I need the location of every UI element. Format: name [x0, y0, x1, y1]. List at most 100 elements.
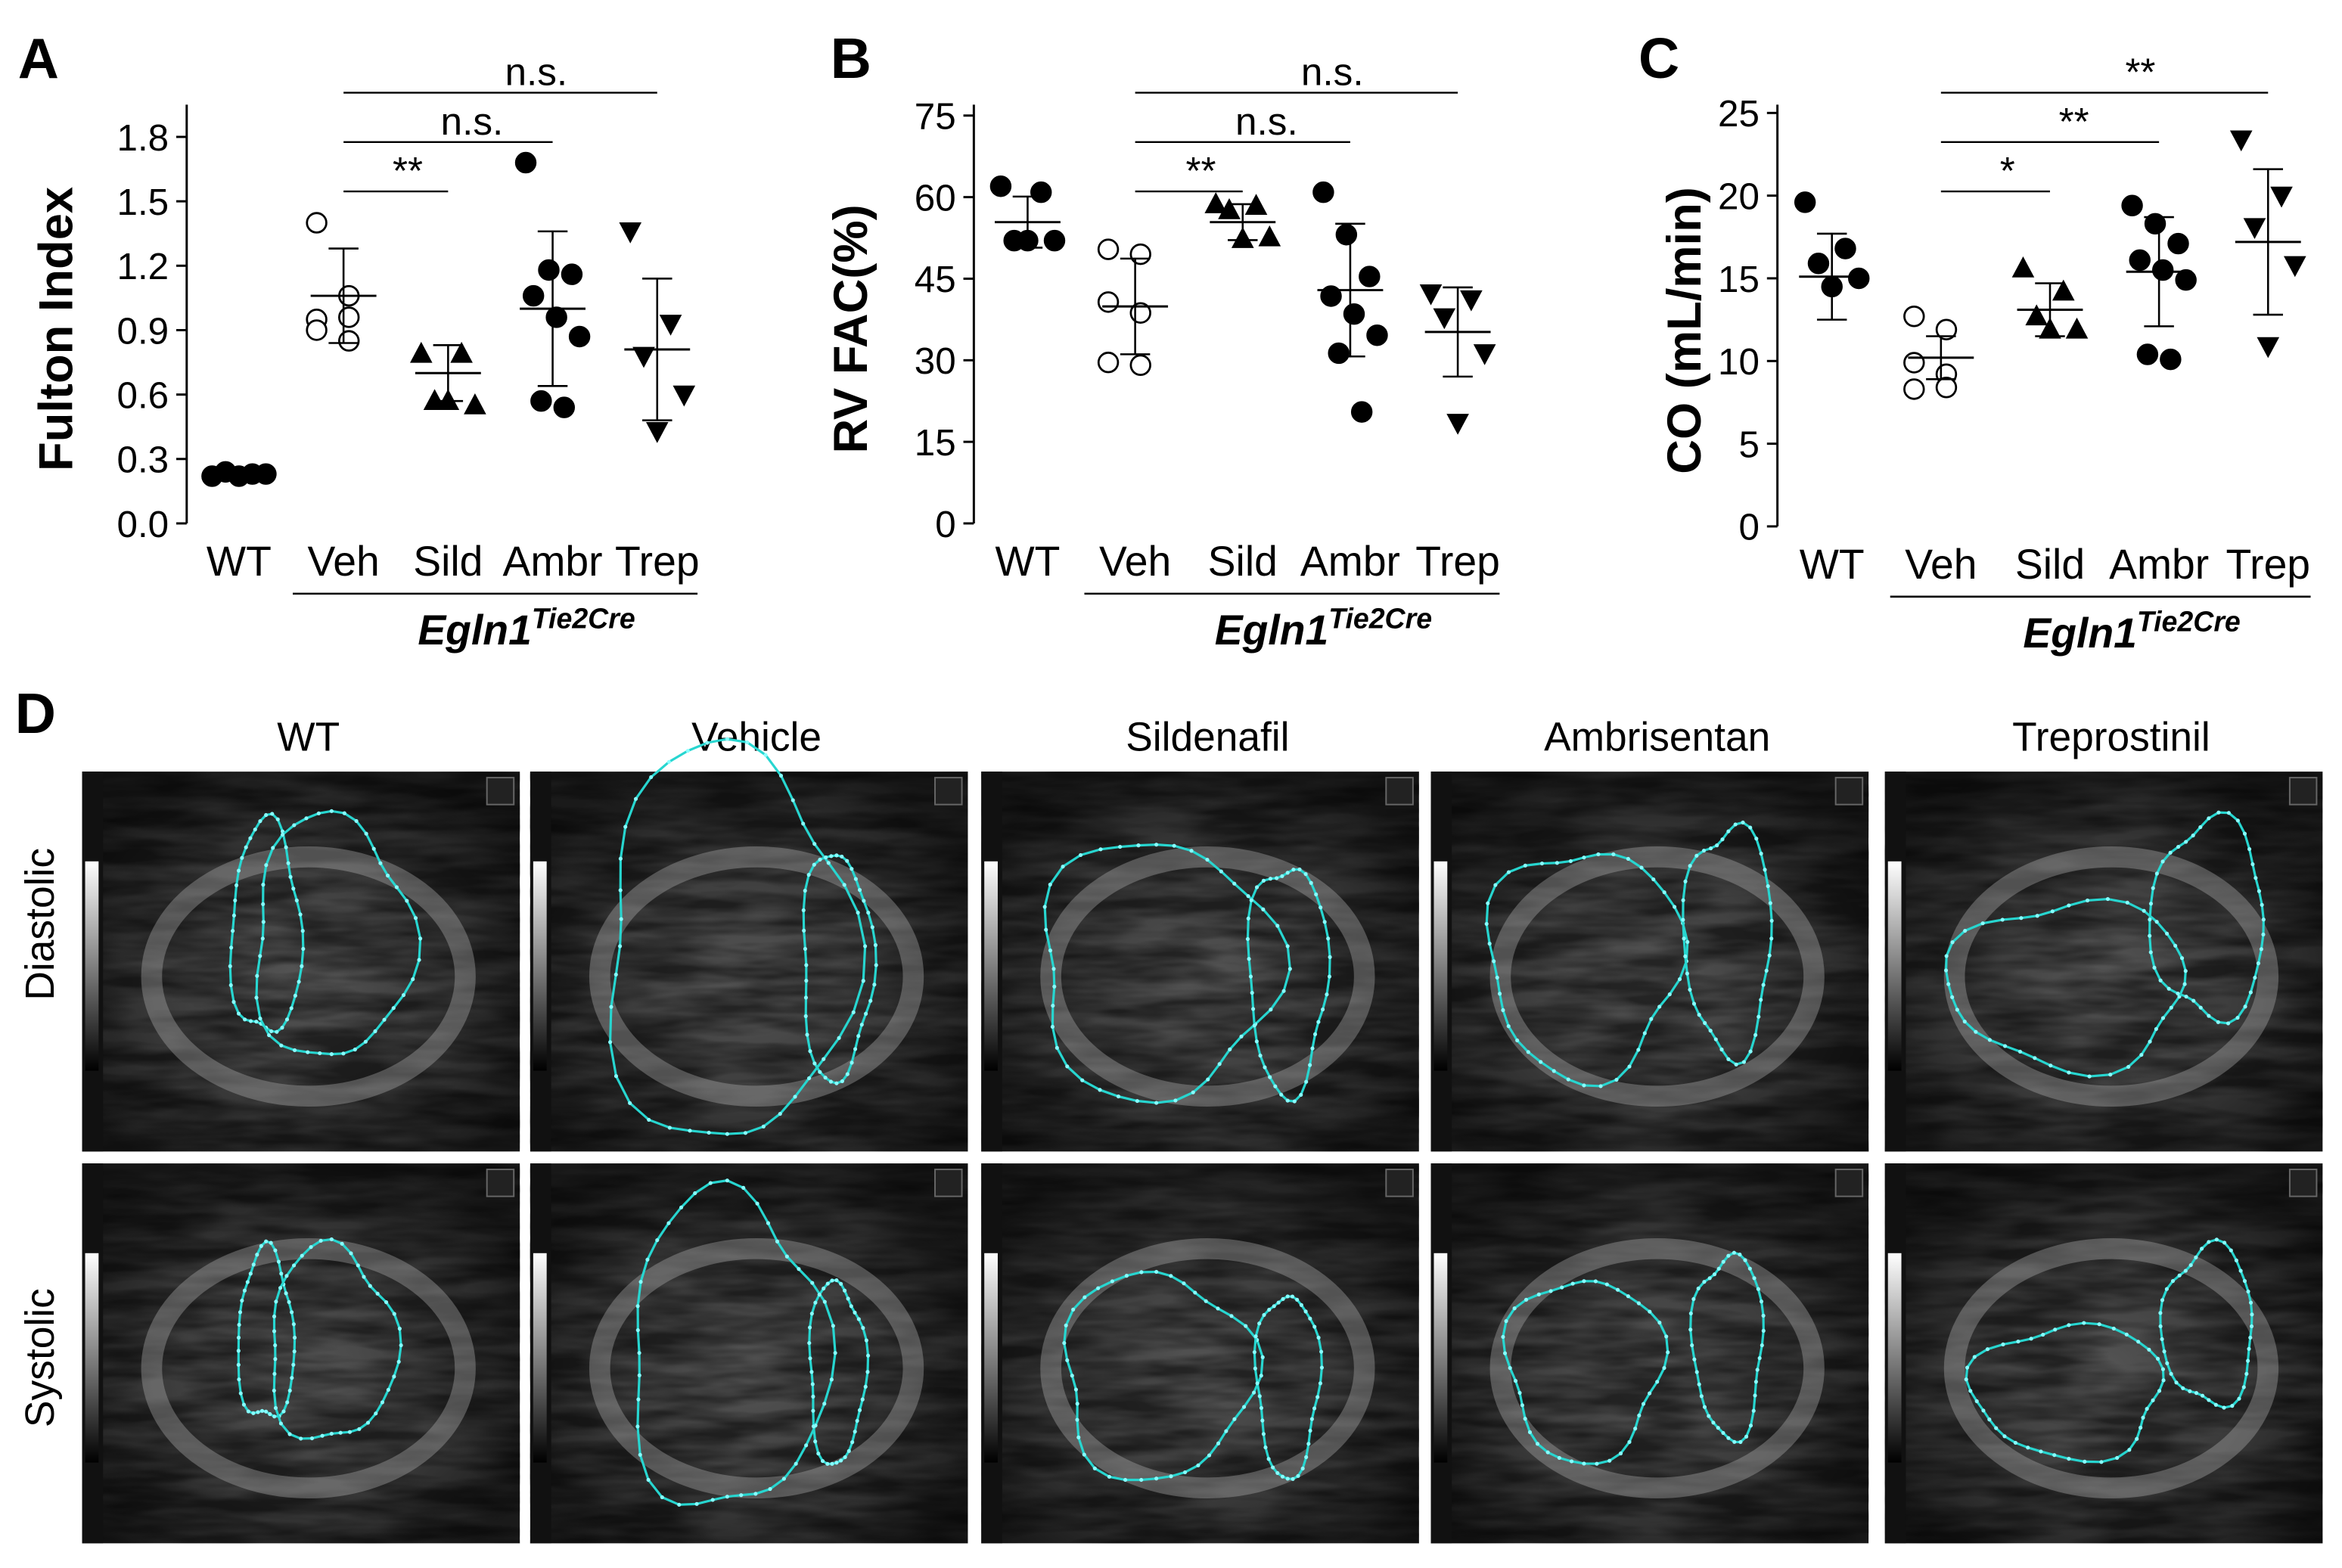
contour-dot — [1523, 1417, 1527, 1421]
contour-dot — [667, 1126, 672, 1130]
contour-dot — [397, 1327, 402, 1331]
x-tick-label: Sild — [2015, 541, 2085, 588]
contour-dot — [2247, 1346, 2251, 1351]
contour-dot — [861, 979, 865, 983]
contour-dot — [1266, 1457, 1271, 1461]
contour-dot — [1303, 872, 1308, 877]
contour-dot — [1064, 1323, 1068, 1327]
icon — [1385, 777, 1414, 806]
column-title: Ambrisentan — [1544, 715, 1770, 759]
contour-dot — [1655, 1380, 1660, 1384]
contour-dot — [251, 1262, 256, 1267]
contour-dot — [2151, 886, 2155, 890]
contour-dot — [801, 908, 806, 913]
data-point — [1903, 378, 1925, 400]
data-point — [2129, 249, 2151, 272]
contour-dot — [2001, 1342, 2005, 1346]
row-label: Diastolic — [18, 848, 63, 1001]
contour-dot — [2124, 1332, 2129, 1337]
y-tick-label: 15 — [915, 422, 956, 464]
contour-dot — [1276, 1300, 1281, 1305]
contour-dot — [797, 1267, 801, 1271]
data-point — [1433, 308, 1456, 330]
contour-dot — [2247, 847, 2252, 852]
contour-dot — [645, 1257, 650, 1262]
contour-dot — [1636, 1048, 1641, 1052]
data-point — [2121, 194, 2143, 216]
data-point — [2167, 232, 2189, 255]
contour-dot — [1061, 865, 1065, 869]
data-point — [1359, 265, 1381, 287]
contour-dot — [1987, 1038, 1992, 1042]
contour-dot — [2198, 1005, 2203, 1010]
contour-dot — [2136, 1340, 2141, 1344]
contour-dot — [1568, 859, 1573, 863]
contour-dot — [813, 1439, 818, 1444]
contour-dot — [1281, 1296, 1285, 1301]
contour-dot — [1280, 1474, 1285, 1479]
contour-dot — [1255, 1381, 1260, 1386]
contour-dot — [291, 1322, 296, 1327]
contour-dot — [1627, 1439, 1632, 1445]
data-point — [514, 151, 537, 174]
contour-dot — [755, 1201, 759, 1206]
contour-dot — [233, 898, 238, 902]
contour-dot — [2183, 1268, 2188, 1273]
contour-dot — [811, 1408, 815, 1413]
contour-dot — [264, 1239, 269, 1244]
contour-dot — [791, 798, 795, 803]
contour-dot — [1253, 1334, 1258, 1339]
contour-dot — [386, 873, 390, 878]
data-point — [659, 315, 682, 336]
contour-dot — [1741, 1060, 1746, 1064]
contour-dot — [297, 980, 301, 984]
data-point — [1935, 377, 1958, 399]
contour-dot — [316, 811, 321, 815]
contour-dot — [865, 1370, 870, 1374]
contour-dot — [1275, 1470, 1280, 1475]
contour-dot — [1493, 883, 1498, 887]
contour-dot — [1766, 884, 1770, 889]
contour-dot — [1486, 901, 1490, 905]
contour-dot — [2157, 1389, 2162, 1393]
panel-label: C — [1638, 26, 1679, 90]
contour-dot — [2083, 1459, 2087, 1464]
contour-dot — [1974, 1029, 1978, 1034]
contour-dot — [242, 1288, 247, 1293]
contour-dot — [2165, 931, 2170, 936]
contour-dot — [2207, 1014, 2211, 1018]
contour-dot — [822, 1402, 827, 1406]
contour-dot — [291, 886, 296, 891]
contour-dot — [231, 929, 235, 933]
contour-dot — [1657, 1004, 1662, 1009]
contour-dot — [354, 818, 359, 823]
contour-dot — [1688, 864, 1692, 868]
contour-dot — [2213, 1402, 2218, 1407]
data-point — [1258, 225, 1281, 247]
contour-dot — [1261, 878, 1266, 883]
contour-dot — [1526, 1050, 1530, 1054]
contour-dot — [803, 888, 807, 893]
panel-label: B — [831, 26, 871, 90]
contour-dot — [1968, 1389, 1973, 1393]
contour-dot — [1096, 1286, 1101, 1290]
contour-dot — [1308, 1063, 1312, 1067]
contour-dot — [1607, 1458, 1612, 1463]
contour-dot — [1247, 957, 1251, 961]
contour-dot — [1310, 1046, 1315, 1051]
data-point — [2151, 259, 2174, 281]
contour-dot — [2148, 918, 2152, 922]
contour-dot — [1136, 843, 1141, 848]
contour-dot — [1764, 968, 1769, 973]
contour-dot — [2035, 914, 2039, 918]
contour-dot — [1303, 1309, 1308, 1314]
data-point — [568, 325, 591, 348]
contour-dot — [2216, 810, 2221, 815]
data-point — [2283, 256, 2306, 278]
contour-dot — [1052, 984, 1057, 989]
contour-dot — [1566, 1077, 1570, 1082]
contour-dot — [853, 1310, 857, 1315]
contour-dot — [285, 1400, 290, 1405]
contour-dot — [1285, 1294, 1290, 1299]
ultrasound-wall — [1943, 846, 2279, 1107]
